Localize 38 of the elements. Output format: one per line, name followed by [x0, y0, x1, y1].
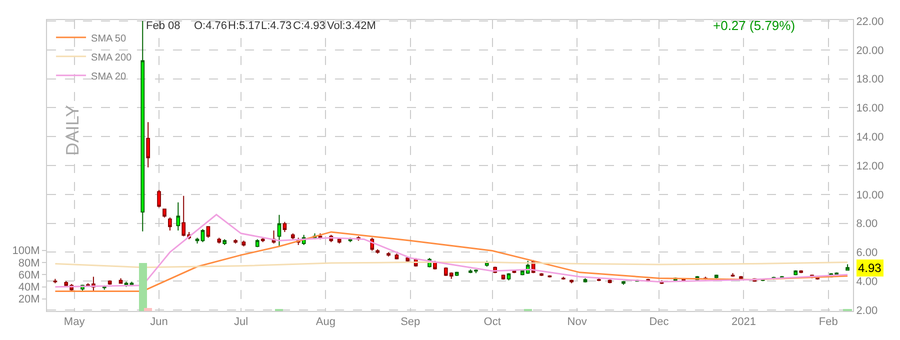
y-tick-label: 10.00 — [856, 189, 884, 202]
y2-tick-label: 40M — [18, 282, 40, 294]
y-tick-label: 8.00 — [856, 218, 878, 230]
y-tick-label: 2.00 — [856, 304, 878, 317]
y-tick-label: 14.00 — [856, 131, 884, 144]
x-tick-label: Oct — [484, 316, 501, 328]
x-tick-label: Dec — [649, 316, 670, 328]
legend-label: SMA 50 — [91, 33, 126, 44]
annotation: Vol:3.42M — [327, 20, 376, 32]
y2-tick-label: 20M — [18, 294, 40, 306]
annotation: H:5.17 — [228, 20, 260, 32]
x-tick-label: Feb — [818, 316, 838, 328]
x-tick-label: Sep — [400, 316, 420, 328]
annotation: Feb 08 — [146, 20, 180, 32]
x-tick-label: Jul — [234, 316, 248, 328]
y2-tick-label: 60M — [18, 269, 40, 282]
y-tick-label: 20.00 — [856, 44, 884, 57]
x-tick-label: Aug — [316, 316, 336, 328]
y-tick-label: 12.00 — [856, 160, 884, 172]
annotation: +0.27 (5.79%) — [713, 18, 796, 33]
annotation: DAILY — [62, 104, 82, 156]
annotation: 4.93 — [858, 261, 882, 275]
y2-tick-label: 80M — [18, 257, 40, 270]
y-tick-label: 6.00 — [856, 247, 878, 260]
x-tick-label: Jun — [150, 316, 168, 328]
y2-tick-label: 100M — [12, 245, 40, 258]
y-tick-label: 18.00 — [856, 74, 884, 86]
annotation: C:4.93 — [293, 20, 326, 32]
y-tick-label: 4.00 — [856, 276, 878, 288]
legend-label: SMA 20 — [91, 71, 126, 82]
legend-label: SMA 200 — [91, 52, 132, 64]
x-tick-label: Nov — [567, 316, 588, 328]
annotation: L:4.73 — [261, 20, 292, 32]
y-tick-label: 22.00 — [856, 16, 884, 28]
y-tick-label: 16.00 — [856, 102, 884, 115]
x-tick-label: May — [64, 316, 86, 328]
annotation: O:4.76 — [194, 20, 228, 32]
x-tick-label: 2021 — [731, 316, 756, 328]
